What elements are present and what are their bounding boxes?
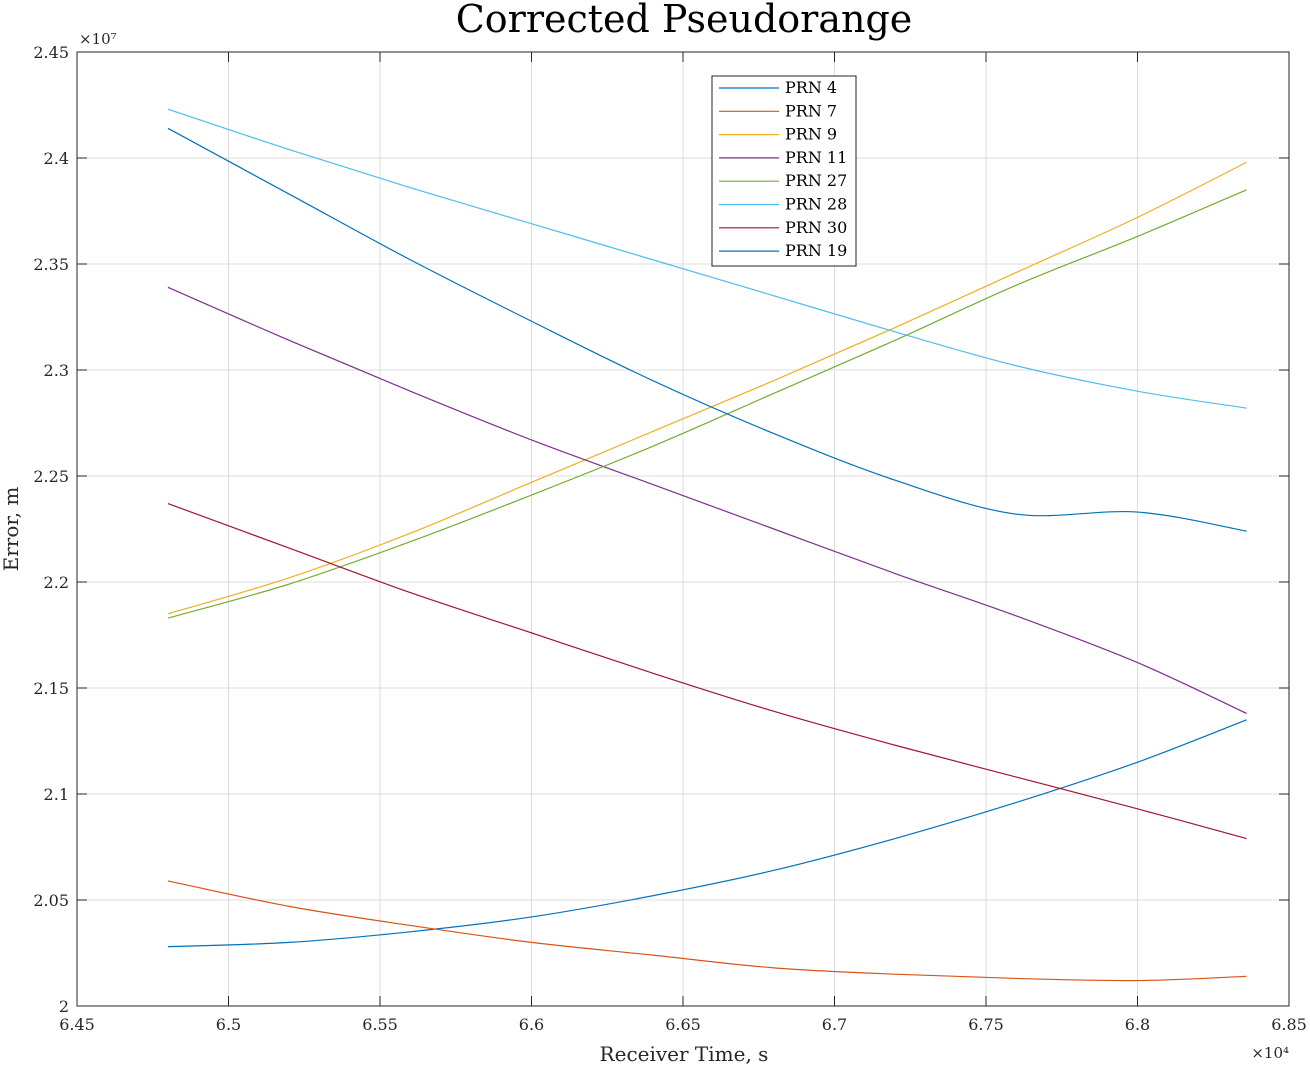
x-exponent-label: ×10⁴ [1251, 1044, 1289, 1062]
x-tick-label: 6.5 [216, 1015, 241, 1034]
y-tick-label: 2.1 [44, 785, 69, 804]
y-exponent-label: ×10⁷ [79, 30, 117, 48]
legend-box [711, 75, 857, 267]
y-tick-label: 2.15 [33, 679, 69, 698]
series-line-prn-19 [167, 127, 1247, 532]
y-tick-label: 2.25 [33, 467, 69, 486]
series-line-prn-7 [167, 880, 1247, 982]
y-tick-label: 2.2 [44, 573, 69, 592]
chart-title: Corrected Pseudorange [456, 0, 913, 41]
legend-label-prn-7: PRN 7 [785, 101, 837, 120]
legend-label-prn-30: PRN 30 [785, 218, 847, 237]
series-line-prn-9 [167, 161, 1247, 615]
series-line-prn-30 [167, 502, 1247, 840]
series-line-prn-4 [167, 719, 1247, 948]
x-tick-label: 6.65 [665, 1015, 701, 1034]
legend-label-prn-11: PRN 11 [785, 148, 847, 167]
x-axis-label: Receiver Time, s [600, 1042, 769, 1066]
y-tick-label: 2.3 [44, 361, 69, 380]
y-axis-label: Error, m [0, 487, 23, 572]
y-tick-label: 2.45 [33, 43, 69, 62]
y-tick-label: 2.05 [33, 891, 69, 910]
x-tick-label: 6.8 [1125, 1015, 1150, 1034]
y-tick-label: 2 [59, 997, 69, 1016]
x-tick-label: 6.75 [968, 1015, 1004, 1034]
legend: PRN 4 PRN 7 PRN 9 PRN 11 PRN 27 PRN 28 PRN 30 P… [711, 75, 857, 267]
y-tick-label: 2.35 [33, 255, 69, 274]
x-tick-label: 6.55 [362, 1015, 398, 1034]
x-tick-label: 6.85 [1271, 1015, 1307, 1034]
x-tick-label: 6.6 [519, 1015, 544, 1034]
series-layer [167, 108, 1247, 982]
y-tick-label: 2.4 [44, 149, 69, 168]
legend-label-prn-28: PRN 28 [785, 195, 847, 214]
series-line-prn-27 [167, 189, 1247, 619]
legend-label-prn-19: PRN 19 [785, 241, 847, 260]
x-tick-label: 6.7 [822, 1015, 847, 1034]
legend-label-prn-9: PRN 9 [785, 125, 837, 144]
x-tick-label: 6.45 [59, 1015, 95, 1034]
legend-label-prn-27: PRN 27 [785, 171, 847, 190]
series-line-prn-11 [167, 286, 1247, 714]
series-line-prn-28 [167, 108, 1247, 409]
ticks: 6.45 6.5 6.55 6.6 6.65 6.7 6.75 6.8 6.85 2 2.05 2.1… [33, 43, 1306, 1034]
legend-label-prn-4: PRN 4 [785, 78, 837, 97]
